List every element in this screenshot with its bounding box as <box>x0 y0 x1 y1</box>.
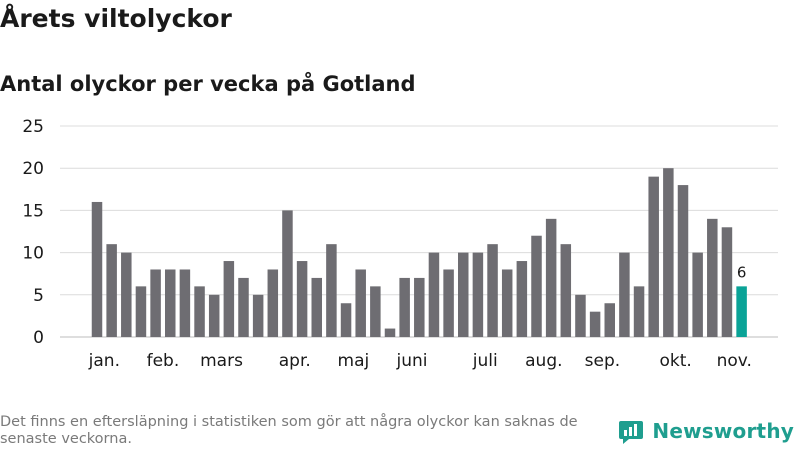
y-tick-label: 10 <box>22 244 44 264</box>
x-tick-label: juli <box>472 351 498 371</box>
bar-week-4 <box>135 286 147 337</box>
bar-week-8 <box>194 286 205 337</box>
y-tick-label: 25 <box>22 117 44 137</box>
bar-week-12 <box>252 294 264 337</box>
bar-week-43 <box>707 218 718 337</box>
y-tick-label: 15 <box>22 201 44 221</box>
x-tick-label: apr. <box>279 351 311 371</box>
highlight-data-label: 6 <box>737 263 747 281</box>
bar-week-27 <box>472 252 484 337</box>
bar-week-11 <box>238 277 249 337</box>
bar-week-6 <box>165 269 176 337</box>
bar-week-33 <box>560 244 572 337</box>
bar-week-22 <box>399 277 410 337</box>
bar-week-23 <box>414 277 425 337</box>
bar-week-2 <box>106 244 117 337</box>
x-tick-label: okt. <box>660 351 692 371</box>
newsworthy-logo-icon <box>619 421 644 444</box>
y-tick-label: 5 <box>33 286 44 306</box>
bar-week-3 <box>121 252 132 337</box>
x-tick-label: mars <box>200 351 243 371</box>
bar-week-25 <box>443 269 454 337</box>
bar-week-45 <box>736 286 747 337</box>
bar-week-38 <box>633 286 645 337</box>
bar-week-17 <box>326 244 337 337</box>
y-axis-ticks: 0 5 10 15 20 25 <box>22 117 44 348</box>
bar-week-14 <box>282 210 293 337</box>
bar-week-28 <box>487 244 498 337</box>
bar-week-30 <box>516 261 528 337</box>
bar-week-7 <box>179 269 191 337</box>
bar-week-35 <box>589 311 601 337</box>
y-tick-label: 0 <box>33 328 44 348</box>
bar-week-13 <box>267 269 279 337</box>
x-tick-label: maj <box>338 351 370 371</box>
data-labels: 6 <box>737 263 747 281</box>
chart-subtitle: Antal olyckor per vecka på Gotland <box>0 72 416 96</box>
bar-week-21 <box>384 328 396 337</box>
bar-week-16 <box>311 277 322 337</box>
bar-week-5 <box>150 269 161 337</box>
chart-title: Årets viltolyckor <box>0 4 232 33</box>
bars <box>91 168 747 337</box>
footnote: Det finns en eftersläpning i statistiken… <box>0 414 578 447</box>
bar-week-26 <box>458 252 469 337</box>
bar-week-39 <box>648 176 659 337</box>
bar-week-10 <box>223 261 235 337</box>
brand[interactable]: Newsworthy <box>618 418 794 444</box>
bar-week-42 <box>692 252 703 337</box>
x-tick-label: feb. <box>147 351 180 371</box>
bar-week-31 <box>531 235 542 337</box>
bar-week-44 <box>721 227 733 337</box>
x-tick-label: sep. <box>585 351 621 371</box>
x-tick-label: aug. <box>525 351 562 371</box>
x-tick-label: nov. <box>717 351 752 371</box>
brand-name: Newsworthy <box>652 419 794 443</box>
bar-week-24 <box>428 252 440 337</box>
bar-week-37 <box>619 252 630 337</box>
bar-week-19 <box>355 269 366 337</box>
bar-week-41 <box>677 185 689 337</box>
x-axis-ticks: jan. feb. mars apr. maj juni juli aug. sep. okt. n… <box>88 351 752 371</box>
bar-week-32 <box>545 218 557 337</box>
bar-week-9 <box>208 294 220 337</box>
x-tick-label: juni <box>395 351 427 371</box>
bar-week-40 <box>663 168 674 337</box>
bar-week-20 <box>370 286 381 337</box>
bar-week-34 <box>575 294 586 337</box>
bar-week-18 <box>340 303 352 337</box>
bar-week-29 <box>501 269 513 337</box>
bar-week-36 <box>604 303 615 337</box>
bar-week-15 <box>296 261 308 337</box>
y-tick-label: 20 <box>22 159 44 179</box>
x-tick-label: jan. <box>88 351 120 371</box>
bar-chart: 0 5 10 15 20 25 6 jan. feb. mars apr. maj juni juli… <box>22 117 778 371</box>
bar-week-1 <box>91 201 103 337</box>
